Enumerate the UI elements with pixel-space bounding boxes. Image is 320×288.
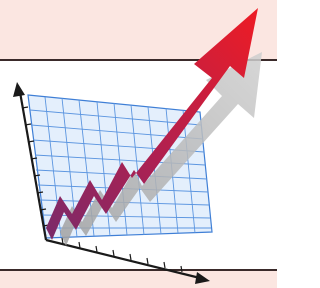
bottom-band [0,271,277,288]
illustration [0,0,277,288]
